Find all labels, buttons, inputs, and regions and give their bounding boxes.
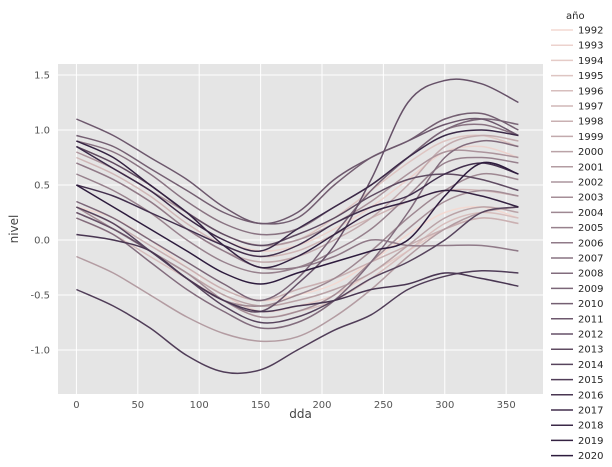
legend-entry-1997: 1997 — [578, 102, 603, 113]
y-axis-label: nivel — [7, 215, 21, 244]
series-line-2011 — [76, 117, 519, 225]
legend-entry-1998: 1998 — [578, 117, 603, 128]
x-tick-label: 350 — [497, 400, 516, 411]
legend-entry-2002: 2002 — [578, 178, 603, 189]
x-tick-label: 50 — [131, 400, 144, 411]
legend-entry-2020: 2020 — [578, 451, 603, 462]
y-tick-label: 1.0 — [34, 126, 50, 137]
y-tick-label: -0.5 — [30, 291, 50, 302]
legend-entry-1996: 1996 — [578, 86, 603, 97]
legend-entry-2018: 2018 — [578, 421, 603, 432]
series-line-2009 — [76, 118, 519, 302]
legend-entry-2004: 2004 — [578, 208, 603, 219]
series-line-2020 — [76, 161, 519, 285]
legend-entry-1992: 1992 — [578, 26, 603, 37]
legend-entry-2000: 2000 — [578, 147, 603, 158]
legend-entry-2010: 2010 — [578, 299, 603, 310]
legend-title: año — [566, 11, 585, 22]
legend-entry-2006: 2006 — [578, 238, 603, 249]
y-tick-label: -1.0 — [30, 346, 50, 357]
legend-entry-2007: 2007 — [578, 254, 603, 265]
y-axis-ticks: -1.0 -0.5 0.0 0.5 1.0 1.5 — [30, 71, 50, 357]
series-line-2001 — [76, 206, 519, 343]
y-tick-label: 0.0 — [34, 236, 50, 247]
series-line-2016 — [76, 233, 519, 313]
series-line-2018 — [76, 129, 519, 253]
x-tick-label: 200 — [312, 400, 331, 411]
legend-entry-1999: 1999 — [578, 132, 603, 143]
x-tick-label: 250 — [374, 400, 393, 411]
legend-entry-2014: 2014 — [578, 360, 603, 371]
series-line-2006 — [76, 162, 519, 270]
legend-entry-2005: 2005 — [578, 223, 603, 234]
legend-entry-2016: 2016 — [578, 390, 603, 401]
y-tick-label: 1.5 — [34, 71, 50, 82]
legend-entry-2015: 2015 — [578, 375, 603, 386]
x-tick-label: 150 — [251, 400, 270, 411]
legend-entry-1994: 1994 — [578, 56, 603, 67]
series-line-2019 — [76, 140, 519, 269]
series-line-2008 — [76, 139, 519, 330]
series-line-2015 — [76, 269, 519, 375]
legend-entry-2011: 2011 — [578, 314, 603, 325]
series-line-2010 — [76, 112, 519, 225]
legend-entry-1993: 1993 — [578, 41, 603, 52]
legend-entry-2019: 2019 — [578, 436, 603, 447]
plot-background — [58, 64, 543, 394]
x-axis-ticks: 0 50 100 150 200 250 300 350 — [73, 400, 515, 411]
legend-entry-2009: 2009 — [578, 284, 603, 295]
series-lines — [76, 78, 519, 375]
legend-entry-2012: 2012 — [578, 330, 603, 341]
x-tick-label: 100 — [190, 400, 209, 411]
legend-entry-1995: 1995 — [578, 71, 603, 82]
legend-entry-2001: 2001 — [578, 162, 603, 173]
legend: año 1992 1993 1994 1995 1996 1997 1998 1999 2000… — [551, 11, 603, 462]
legend-entry-2008: 2008 — [578, 269, 603, 280]
series-line-2017 — [76, 162, 519, 258]
legend-entry-2017: 2017 — [578, 406, 603, 417]
x-tick-label: 300 — [435, 400, 454, 411]
legend-entry-2003: 2003 — [578, 193, 603, 204]
y-tick-label: 0.5 — [34, 181, 50, 192]
x-axis-label: dda — [289, 407, 312, 421]
x-tick-label: 0 — [73, 400, 79, 411]
legend-entry-2013: 2013 — [578, 345, 603, 356]
